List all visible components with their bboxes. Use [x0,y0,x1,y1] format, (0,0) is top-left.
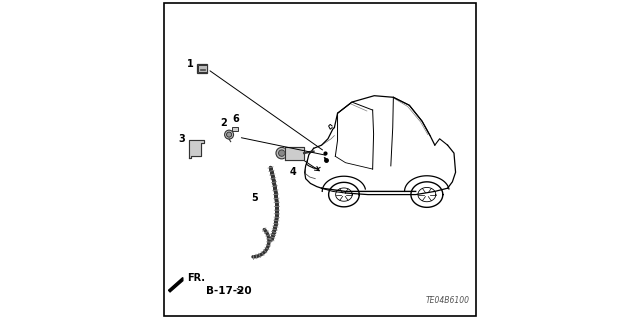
Circle shape [278,150,285,156]
Polygon shape [285,147,304,160]
Bar [198,65,207,72]
Bar [196,147,201,153]
Polygon shape [189,140,204,158]
Text: FR.: FR. [188,272,205,283]
Circle shape [227,132,232,137]
Text: 6: 6 [232,115,239,124]
Bar [197,64,207,73]
Bar [291,153,294,157]
Bar [287,153,290,157]
Polygon shape [168,278,183,292]
Text: 3: 3 [179,134,186,144]
Text: B-17-20: B-17-20 [206,286,252,296]
Text: 1: 1 [188,59,194,69]
Bar [189,147,195,153]
Text: 2: 2 [220,118,227,128]
Text: 4: 4 [289,167,296,176]
Text: 5: 5 [252,193,258,203]
Circle shape [225,130,234,139]
Bar [296,153,300,157]
Bar [232,127,238,131]
Circle shape [276,147,287,159]
Text: TE04B6100: TE04B6100 [426,296,470,305]
